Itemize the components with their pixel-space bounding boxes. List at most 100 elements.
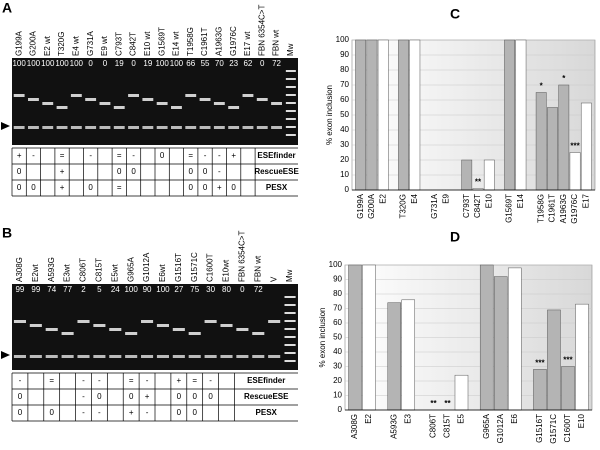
- lane-label: E10 wt: [143, 31, 152, 56]
- x-tick-label: E4: [410, 193, 419, 203]
- table-cell: -: [82, 376, 85, 385]
- panel-label: D: [450, 229, 460, 245]
- y-tick-label: 70: [340, 80, 349, 89]
- table-cell: 0: [177, 408, 182, 417]
- lane-label: E4 wt: [71, 35, 80, 56]
- table-cell: 0: [31, 183, 36, 192]
- bar: [483, 159, 495, 191]
- lane-label: FBN 6354C>T: [257, 5, 266, 56]
- band: [13, 355, 26, 358]
- table-cell: 0: [192, 392, 197, 401]
- inclusion-number: 27: [174, 285, 183, 294]
- inclusion-number: 0: [240, 285, 245, 294]
- inclusion-number: 100: [155, 59, 169, 68]
- annotation: ***: [535, 359, 545, 368]
- ladder-band: [284, 344, 296, 346]
- y-tick-label: 60: [340, 95, 349, 104]
- band: [204, 320, 217, 323]
- band: [256, 126, 268, 129]
- x-tick-label: E6: [510, 413, 519, 423]
- annotation: **: [430, 399, 437, 408]
- table-cell: 0: [177, 392, 182, 401]
- lane-label: C793T: [114, 32, 123, 56]
- ladder-band: [284, 312, 296, 314]
- gel: [12, 58, 298, 145]
- lane-label: C806T: [79, 258, 88, 282]
- lane-label: A308G: [15, 257, 24, 282]
- y-tick-label: 100: [329, 260, 343, 269]
- band: [28, 126, 39, 129]
- band: [42, 102, 54, 105]
- y-tick-label: 30: [333, 362, 342, 371]
- table-cell: =: [60, 151, 65, 160]
- table-cell: 0: [203, 167, 208, 176]
- x-tick-label: C815T: [443, 414, 452, 438]
- table-cell: 0: [231, 183, 236, 192]
- x-tick-label: E2: [378, 193, 387, 203]
- lane-label: C842T: [129, 32, 138, 56]
- band: [213, 126, 225, 129]
- bar: [355, 39, 367, 191]
- y-tick-label: 20: [340, 155, 349, 164]
- x-tick-label: E5: [457, 413, 466, 423]
- y-tick-label: 0: [345, 185, 350, 194]
- y-axis-label: % exon inclusion: [325, 85, 334, 145]
- x-tick-label: G965A: [482, 413, 491, 439]
- lane-label: G1516T: [174, 253, 183, 282]
- x-tick-label: T320G: [399, 194, 408, 218]
- lane-label: E2wt: [31, 263, 40, 282]
- y-tick-label: 80: [340, 65, 349, 74]
- table-cell: -: [82, 392, 85, 401]
- gel: [12, 284, 298, 370]
- inclusion-number: 72: [254, 285, 263, 294]
- lane-label: E10wt: [222, 259, 231, 282]
- table-cell: 0: [49, 408, 54, 417]
- y-axis-label: % exon inclusion: [318, 307, 327, 367]
- band: [204, 355, 217, 358]
- lane-label: E5wt: [110, 263, 119, 282]
- bar: [507, 267, 522, 411]
- table-cell: +: [60, 183, 65, 192]
- y-tick-label: 10: [333, 391, 342, 400]
- ladder-band: [285, 78, 296, 80]
- inclusion-number: 100: [41, 59, 55, 68]
- y-tick-label: 20: [333, 376, 342, 385]
- band: [172, 355, 185, 358]
- annotation: ***: [563, 356, 573, 365]
- table-row-name: RescueESE: [244, 392, 289, 401]
- panel-label: B: [2, 225, 12, 241]
- ladder-band: [284, 304, 296, 306]
- ladder-band: [284, 328, 296, 330]
- x-tick-label: E17: [581, 193, 590, 208]
- ladder-band: [285, 70, 296, 72]
- ladder-band: [284, 352, 296, 354]
- bar: [366, 39, 378, 191]
- bar: [533, 369, 547, 411]
- band: [42, 126, 54, 129]
- band: [171, 126, 182, 129]
- table-row-name: PESX: [266, 183, 288, 192]
- ladder-band: [284, 296, 296, 298]
- x-tick-label: G1976C: [570, 194, 579, 224]
- ladder-band: [285, 134, 296, 136]
- lane-label: G731A: [86, 30, 95, 56]
- table-cell: 0: [129, 392, 134, 401]
- x-tick-label: E3: [403, 413, 412, 423]
- lane-label: G1569T: [157, 27, 166, 56]
- band: [220, 324, 233, 327]
- lane-label: G200A: [29, 30, 38, 56]
- inclusion-number: 55: [201, 59, 210, 68]
- bar: [479, 264, 494, 411]
- band: [142, 126, 154, 129]
- table-row-name: PESX: [256, 408, 278, 417]
- x-tick-label: E10: [577, 413, 586, 428]
- table-cell: +: [231, 151, 236, 160]
- band: [236, 328, 249, 331]
- band: [156, 126, 168, 129]
- x-tick-label: G1571C: [549, 414, 558, 444]
- table-cell: 0: [117, 167, 122, 176]
- table-row-name: RescueESE: [254, 167, 299, 176]
- lane-label: E6wt: [158, 263, 167, 282]
- x-tick-label: G731A: [430, 193, 439, 219]
- ladder-band: [285, 118, 296, 120]
